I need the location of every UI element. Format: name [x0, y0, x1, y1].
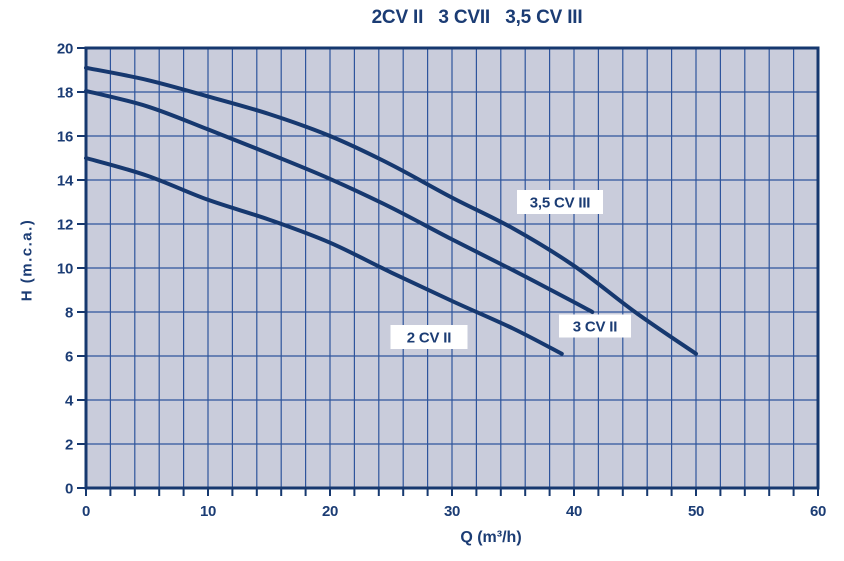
x-axis-tick-label: 40: [566, 503, 582, 520]
y-axis-tick-label: 0: [65, 481, 73, 498]
x-axis-tick-label: 10: [200, 503, 216, 520]
y-axis-tick-label: 14: [57, 173, 74, 190]
curve-3-5-cv-iii: [84, 65, 698, 356]
y-axis-tick-label: 2: [65, 437, 73, 454]
y-axis-title: H (m.c.a.): [18, 218, 36, 302]
curve-3-cv-ii: [84, 88, 595, 314]
curve-label-box: [559, 314, 631, 338]
x-axis-tick-label: 0: [82, 503, 90, 520]
x-axis-tick-label: 50: [688, 503, 704, 520]
y-axis-tick-label: 6: [65, 349, 73, 366]
y-axis-tick-label: 10: [57, 261, 73, 278]
x-axis-tick-label: 60: [810, 503, 826, 520]
curve-label-box: [517, 190, 603, 214]
curve-label: 3 CV II: [573, 319, 617, 336]
y-axis-tick-label: 8: [65, 305, 73, 322]
y-axis-tick-label: 16: [57, 129, 73, 146]
x-axis-title: Q (m³/h): [460, 529, 522, 546]
curve-label: 3,5 CV III: [530, 195, 591, 212]
y-axis-tick-label: 18: [57, 85, 73, 102]
x-axis-tick-label: 30: [444, 503, 460, 520]
chart-title: 2CV II 3 CVII 3,5 CV III: [371, 7, 583, 28]
curve-2-cv-ii: [84, 156, 564, 356]
y-axis-tick-label: 4: [65, 393, 74, 410]
curve-label: 2 CV II: [407, 330, 451, 347]
y-axis-tick-label: 20: [57, 41, 73, 58]
y-axis-tick-label: 12: [57, 217, 73, 234]
curve-label-box: [390, 325, 468, 349]
x-axis-tick-label: 20: [322, 503, 338, 520]
